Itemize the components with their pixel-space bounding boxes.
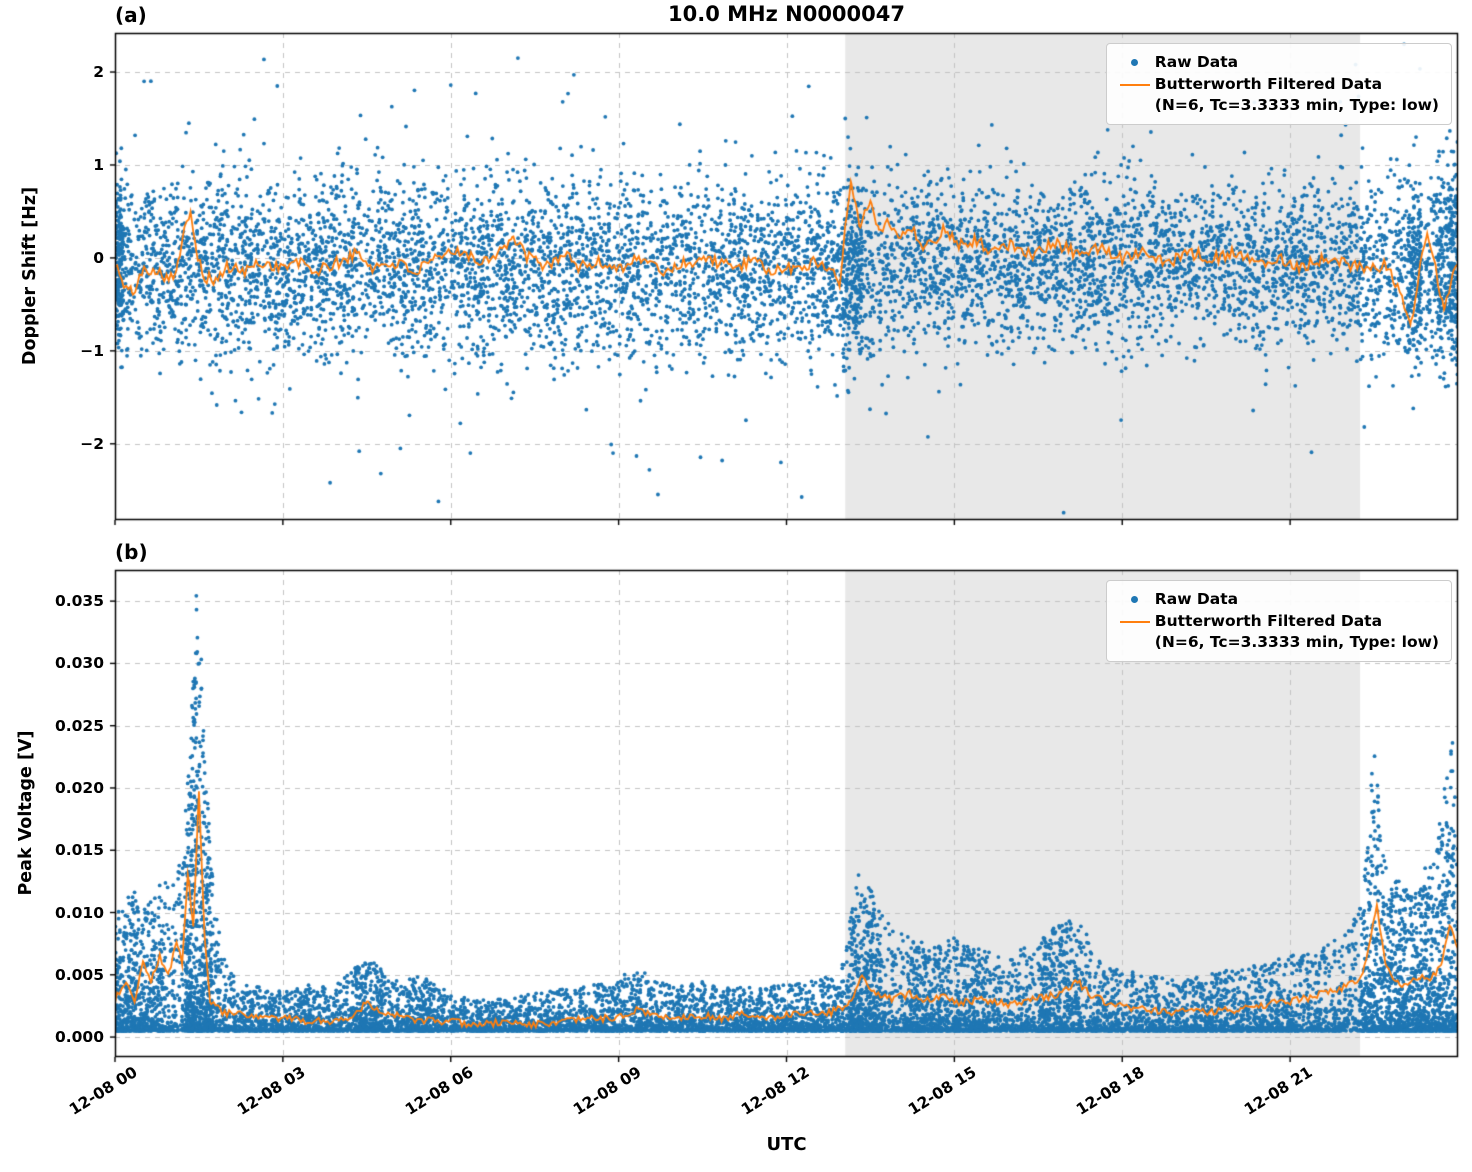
legend-entry-raw-data: Raw Data — [1115, 589, 1439, 610]
y-tick-label: 1 — [93, 155, 104, 174]
legend-filtered-label-line2: (N=6, Tc=3.3333 min, Type: low) — [1154, 95, 1439, 114]
y-tick-label: 0.030 — [54, 654, 104, 673]
y-tick-label: 0.015 — [54, 841, 104, 860]
filtered-line-icon — [1119, 620, 1150, 623]
x-axis-label: UTC — [766, 1134, 807, 1155]
raw-data-dot-icon — [1131, 596, 1139, 603]
panel-b-label: (b) — [115, 540, 148, 564]
chart-title: 10.0 MHz N0000047 — [668, 2, 905, 26]
legend-raw-data-label: Raw Data — [1154, 590, 1239, 608]
filtered-line-icon — [1119, 83, 1150, 86]
y-tick-label: 0.035 — [54, 592, 104, 611]
y-tick-label: −2 — [80, 434, 104, 453]
legend-panel-b: Raw Data Butterworth Filtered Data (N=6,… — [1105, 580, 1452, 662]
panel-a-label: (a) — [115, 3, 147, 27]
legend-entry-filtered-data: Butterworth Filtered Data (N=6, Tc=3.333… — [1115, 74, 1439, 116]
y-tick-label: 0 — [93, 248, 104, 267]
legend-entry-filtered-data: Butterworth Filtered Data (N=6, Tc=3.333… — [1115, 611, 1439, 653]
raw-data-dot-icon — [1131, 59, 1139, 66]
y-tick-label: 0.000 — [54, 1028, 104, 1047]
filtered-line-swatch — [1115, 611, 1155, 623]
legend-entry-raw-data: Raw Data — [1115, 52, 1439, 73]
y-tick-label: 2 — [93, 63, 104, 82]
raw-data-marker-swatch — [1115, 589, 1155, 603]
y-axis-label-doppler-shift: Doppler Shift [Hz] — [20, 186, 40, 366]
raw-data-marker-swatch — [1115, 52, 1155, 66]
legend-filtered-label-line1: Butterworth Filtered Data — [1154, 611, 1383, 630]
y-tick-label: −1 — [80, 341, 104, 360]
legend-filtered-label-line1: Butterworth Filtered Data — [1154, 74, 1383, 93]
legend-filtered-label-line2: (N=6, Tc=3.3333 min, Type: low) — [1154, 632, 1439, 651]
y-tick-label: 0.005 — [54, 965, 104, 984]
y-tick-label: 0.010 — [54, 903, 104, 922]
y-axis-label-peak-voltage: Peak Voltage [V] — [16, 730, 36, 896]
y-tick-label: 0.020 — [54, 778, 104, 797]
filtered-line-swatch — [1115, 74, 1155, 86]
legend-panel-a: Raw Data Butterworth Filtered Data (N=6,… — [1105, 43, 1452, 125]
legend-raw-data-label: Raw Data — [1154, 53, 1239, 71]
y-tick-label: 0.025 — [54, 716, 104, 735]
